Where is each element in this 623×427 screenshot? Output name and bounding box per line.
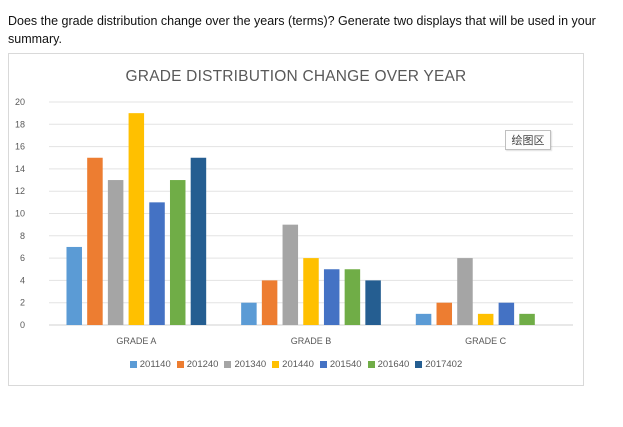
y-tick-label: 20 [15,97,25,107]
bar [190,157,207,325]
bar [498,302,515,325]
legend-label: 201540 [329,359,362,370]
legend-swatch [415,361,423,368]
bar [169,180,186,325]
bar [477,313,494,325]
bar [303,258,319,325]
legend-label: 2017402 [425,359,463,370]
legend-swatch [224,361,232,368]
chart-area[interactable]: GRADE DISTRIBUTION CHANGE OVER YEAR 0 2 4 6… [8,53,584,386]
chart-legend: 201140 201240 201340 201440 201540 201640 2017… [9,359,583,370]
bar [87,157,103,325]
legend-swatch [129,361,137,368]
legend-item: 201140 [129,359,171,370]
legend-swatch [272,361,280,368]
bar [261,280,278,325]
bar [365,280,381,325]
y-tick-label: 6 [20,253,25,263]
bar [128,113,145,326]
y-tick-label: 8 [20,231,25,241]
bar [436,302,453,325]
plot-area-button[interactable]: 绘图区 [505,130,551,150]
y-tick-label: 4 [20,275,25,285]
legend-item: 201240 [176,359,219,370]
bar [66,246,82,325]
y-tick-label: 18 [15,119,25,129]
y-tick-label: 10 [15,209,25,219]
legend-item: 2017402 [415,359,462,370]
y-tick-label: 2 [20,298,25,308]
bar [457,258,473,325]
bar [415,313,432,325]
y-tick-label: 12 [15,186,25,196]
legend-label: 201440 [282,359,314,370]
bar [241,302,257,325]
chart-title: GRADE DISTRIBUTION CHANGE OVER YEAR [125,68,467,85]
y-tick-label: 14 [15,164,25,174]
bar-chart: 0 2 4 6 8 10 12 14 16 18 20 GRADE A GRADE B GRADE C [15,97,573,346]
bar [323,269,340,325]
bar [107,180,124,325]
category-label: GRADE B [291,336,332,346]
legend-label: 201140 [139,359,171,370]
legend-swatch [176,361,184,368]
legend-item: 201440 [272,359,314,370]
y-tick-label: 16 [15,142,25,152]
legend-item: 201540 [319,359,362,370]
bar [344,269,361,325]
bar [519,313,535,325]
bar [282,224,299,325]
legend-item: 201640 [367,359,410,370]
legend-label: 201240 [186,359,219,370]
y-tick-label: 0 [20,320,25,330]
category-label: GRADE A [116,336,156,346]
legend-label: 201640 [377,359,410,370]
legend-swatch [367,361,375,368]
legend-label: 201340 [234,359,267,370]
legend-item: 201340 [224,359,266,370]
bar [149,202,165,325]
category-label: GRADE C [465,336,507,346]
question-text: Does the grade distribution change over … [8,14,596,46]
legend-swatch [319,361,327,368]
